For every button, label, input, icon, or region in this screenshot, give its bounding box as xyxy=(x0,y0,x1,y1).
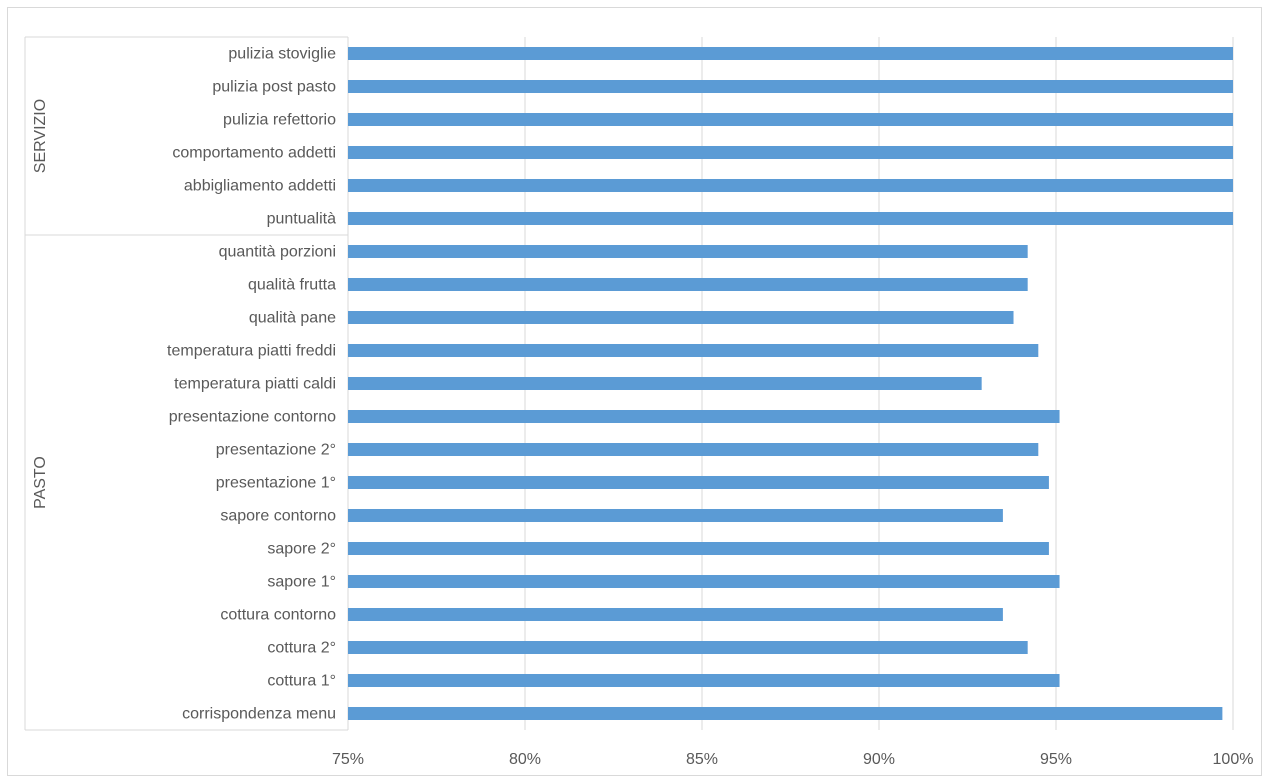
bar-0 xyxy=(348,47,1233,60)
bar-12 xyxy=(348,443,1039,456)
category-label-6: quantità porzioni xyxy=(219,244,336,261)
x-tick-label-0: 75% xyxy=(332,751,364,768)
category-label-11: presentazione contorno xyxy=(169,409,336,426)
bar-14 xyxy=(348,509,1003,522)
bar-17 xyxy=(348,608,1003,621)
bar-8 xyxy=(348,311,1014,324)
category-label-13: presentazione 1° xyxy=(216,475,336,492)
bar-11 xyxy=(348,410,1060,423)
bar-13 xyxy=(348,476,1049,489)
category-label-2: pulizia refettorio xyxy=(223,112,336,129)
bar-1 xyxy=(348,80,1233,93)
category-label-14: sapore contorno xyxy=(220,508,336,525)
category-label-15: sapore 2° xyxy=(267,541,336,558)
category-label-16: sapore 1° xyxy=(267,574,336,591)
group-label-1: PASTO xyxy=(32,456,49,509)
category-label-5: puntualità xyxy=(267,211,336,228)
x-tick-label-2: 85% xyxy=(686,751,718,768)
bar-3 xyxy=(348,146,1233,159)
bar-19 xyxy=(348,674,1060,687)
category-label-17: cottura contorno xyxy=(220,607,336,624)
x-axis-ticks: 75% 80% 85% 90% 95% 100% xyxy=(332,751,1253,768)
category-labels: pulizia stoviglie pulizia post pasto puliz… xyxy=(32,46,336,723)
category-label-1: pulizia post pasto xyxy=(212,79,336,96)
category-label-10: temperatura piatti caldi xyxy=(174,376,336,393)
x-tick-label-3: 90% xyxy=(863,751,895,768)
category-label-20: corrispondenza menu xyxy=(182,706,336,723)
bar-9 xyxy=(348,344,1039,357)
x-tick-label-5: 100% xyxy=(1213,751,1254,768)
category-label-18: cottura 2° xyxy=(267,640,336,657)
category-label-0: pulizia stoviglie xyxy=(228,46,336,63)
bars xyxy=(348,47,1233,720)
x-tick-label-4: 95% xyxy=(1040,751,1072,768)
bar-16 xyxy=(348,575,1060,588)
category-label-9: temperatura piatti freddi xyxy=(167,343,336,360)
category-label-8: qualità pane xyxy=(249,310,336,327)
bar-7 xyxy=(348,278,1028,291)
category-label-12: presentazione 2° xyxy=(216,442,336,459)
category-label-4: abbigliamento addetti xyxy=(184,178,336,195)
bar-18 xyxy=(348,641,1028,654)
bar-5 xyxy=(348,212,1233,225)
group-label-0: SERVIZIO xyxy=(32,99,49,173)
bar-10 xyxy=(348,377,982,390)
bar-6 xyxy=(348,245,1028,258)
bar-15 xyxy=(348,542,1049,555)
bar-20 xyxy=(348,707,1223,720)
bar-2 xyxy=(348,113,1233,126)
category-label-19: cottura 1° xyxy=(267,673,336,690)
category-label-3: comportamento addetti xyxy=(172,145,336,162)
bar-4 xyxy=(348,179,1233,192)
category-label-7: qualità frutta xyxy=(248,277,336,294)
x-tick-label-1: 80% xyxy=(509,751,541,768)
